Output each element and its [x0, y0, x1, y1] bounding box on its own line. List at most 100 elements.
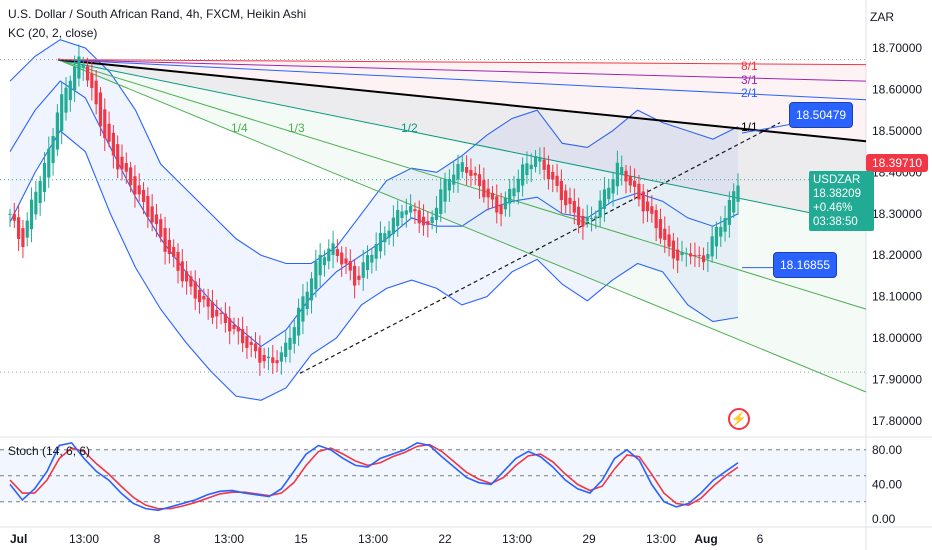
candle-body	[189, 276, 193, 287]
candle-body	[98, 92, 103, 127]
candle-body	[477, 174, 482, 187]
candle-body	[542, 159, 546, 170]
candle-body	[17, 217, 21, 239]
candle-body	[568, 197, 572, 204]
candle-body	[482, 180, 486, 198]
stoch-label[interactable]: Stoch (14, 6, 6)	[8, 444, 91, 458]
candle-body	[55, 112, 59, 150]
candle-body	[439, 189, 443, 214]
price-tick-label: 18.30000	[872, 207, 922, 221]
candle-body	[676, 249, 680, 261]
lightning-icon[interactable]: ⚡	[728, 408, 750, 430]
candle-body	[90, 73, 94, 89]
candle-body	[663, 228, 667, 241]
time-tick-label: 13:00	[646, 532, 676, 546]
fan-label-1-4: 1/4	[231, 121, 248, 135]
candle-body	[228, 318, 232, 332]
candle-body	[47, 148, 51, 178]
candle-body	[197, 290, 202, 303]
candle-body	[202, 296, 206, 300]
candle-body	[284, 342, 288, 358]
candle-body	[111, 132, 115, 156]
candle-body	[495, 196, 499, 213]
candle-body	[469, 169, 473, 176]
candle-body	[124, 163, 128, 172]
candle-body	[288, 337, 292, 350]
candle-body	[344, 258, 348, 264]
candle-body	[271, 357, 275, 363]
callout-lower[interactable]: 18.16855	[773, 252, 838, 278]
candle-body	[185, 271, 189, 282]
indicator-label[interactable]: KC (20, 2, close)	[8, 26, 98, 40]
candle-body	[671, 240, 675, 259]
candle-body	[241, 329, 245, 344]
candle-body	[456, 164, 460, 180]
candle-body	[714, 226, 719, 247]
candle-body	[684, 253, 688, 255]
price-tick-label: 18.20000	[872, 248, 922, 262]
candle-body	[120, 156, 124, 170]
candle-body	[309, 278, 314, 301]
candle-body	[525, 163, 529, 176]
candle-body	[141, 189, 146, 203]
candle-body	[396, 210, 400, 226]
time-tick-label: 22	[438, 532, 452, 546]
candle-body	[167, 239, 171, 254]
fan-label-3-1: 3/1	[741, 73, 758, 87]
time-tick-label: 13:00	[358, 532, 388, 546]
candle-body	[430, 216, 434, 224]
candle-body	[508, 188, 512, 204]
candle-body	[645, 201, 650, 212]
price-tick-label: 18.50000	[872, 124, 922, 138]
candle-body	[516, 178, 520, 193]
currency-label[interactable]: ZAR	[870, 10, 894, 24]
candle-body	[331, 243, 335, 255]
candle-body	[68, 80, 72, 101]
candle-body	[73, 66, 77, 91]
candle-body	[116, 144, 120, 170]
candle-body	[404, 210, 408, 215]
candle-body	[680, 252, 684, 256]
keltner-lower-line	[9, 130, 739, 401]
candle-body	[650, 206, 654, 214]
candle-body	[538, 157, 542, 162]
time-tick-label: Aug	[694, 532, 717, 546]
candle-body	[581, 215, 585, 227]
candle-body	[279, 352, 283, 362]
candle-body	[460, 162, 464, 172]
candle-body	[701, 255, 706, 263]
candle-body	[249, 342, 253, 345]
candle-body	[641, 191, 645, 212]
candle-body	[546, 164, 551, 180]
candle-body	[602, 189, 607, 209]
candle-body	[421, 216, 426, 226]
candle-body	[146, 195, 150, 217]
candle-body	[223, 313, 227, 323]
price-tick-label: 18.10000	[872, 290, 922, 304]
candle-body	[361, 262, 365, 278]
candle-body	[585, 216, 589, 222]
fan-ray-8-1	[57, 59, 867, 66]
candle-body	[434, 207, 439, 220]
candle-body	[697, 255, 701, 257]
candle-body	[409, 205, 413, 213]
callout-upper[interactable]: 18.50479	[789, 102, 854, 128]
candle-body	[154, 214, 159, 225]
candle-body	[335, 249, 339, 257]
candle-body	[594, 216, 598, 219]
time-tick-label: Jul	[10, 532, 27, 546]
candle-body	[253, 343, 258, 352]
candle-body	[150, 206, 154, 223]
change-percent: +0.46%	[813, 202, 853, 214]
stoch-tick-label: 0.00	[872, 512, 896, 526]
fan-label-2-1: 2/1	[741, 86, 758, 100]
candle-body	[215, 309, 219, 317]
candle-body	[572, 200, 576, 213]
candle-body	[607, 187, 611, 200]
bar-countdown: 03:38:50	[813, 216, 858, 228]
candle-body	[490, 192, 495, 200]
candle-body	[400, 211, 404, 218]
candle-body	[129, 167, 133, 186]
candle-body	[387, 230, 391, 238]
